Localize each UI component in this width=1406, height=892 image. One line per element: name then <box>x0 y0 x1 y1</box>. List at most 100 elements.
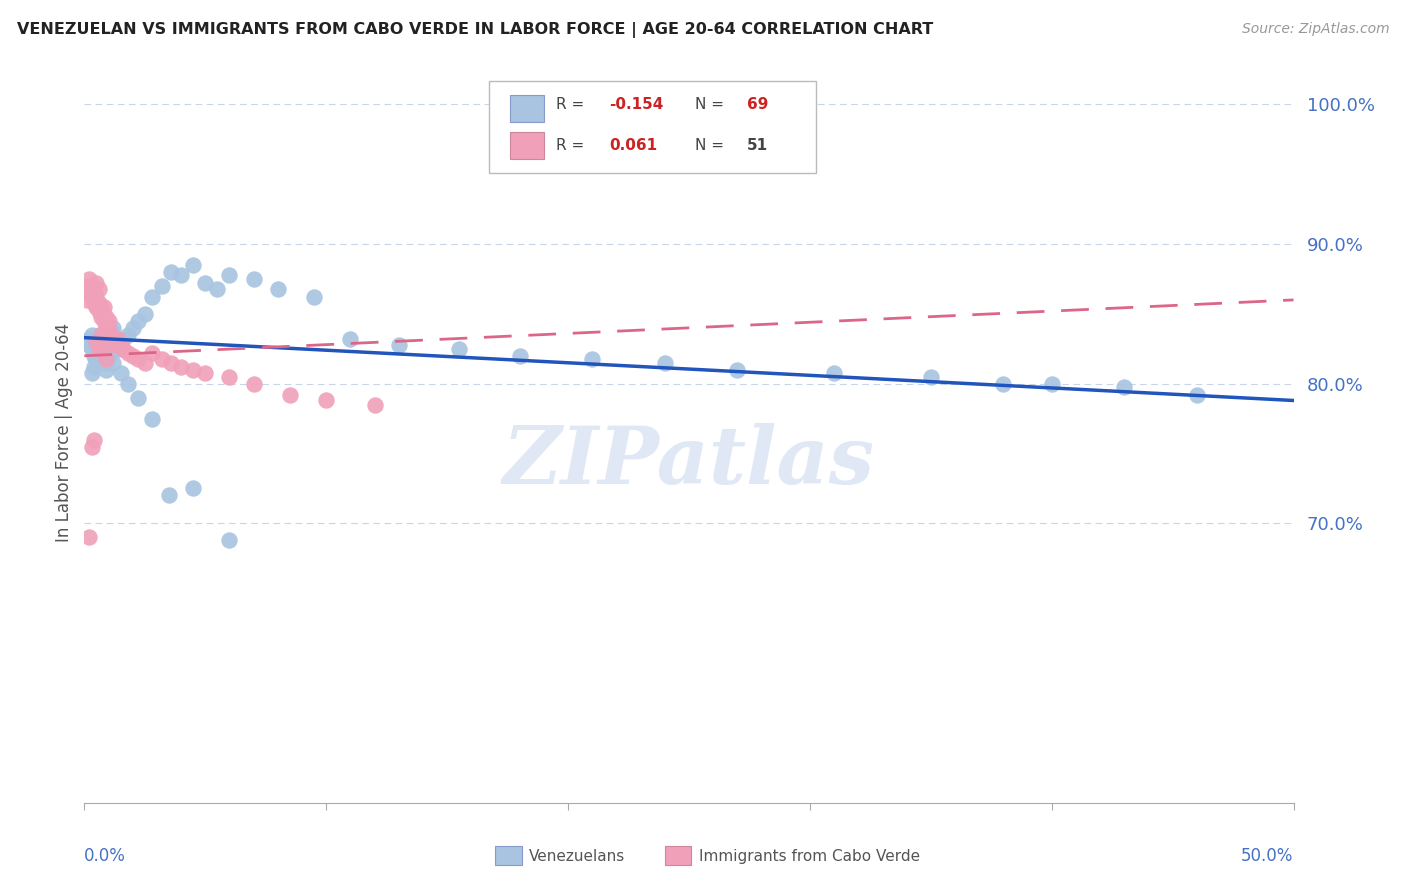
Point <box>160 356 183 370</box>
Point <box>181 482 204 496</box>
Point <box>104 337 127 351</box>
Point <box>87 327 110 342</box>
Point <box>93 300 115 314</box>
Point <box>121 349 143 363</box>
Point <box>654 356 676 370</box>
Point <box>77 272 100 286</box>
Point <box>110 337 132 351</box>
Point <box>80 440 103 454</box>
Point <box>97 327 120 342</box>
Text: ZIPatlas: ZIPatlas <box>503 424 875 501</box>
Point <box>76 334 98 349</box>
Point <box>90 300 112 314</box>
Point <box>134 356 156 370</box>
Point <box>83 337 105 351</box>
Y-axis label: In Labor Force | Age 20-64: In Labor Force | Age 20-64 <box>55 323 73 542</box>
Point <box>218 369 240 384</box>
Point <box>107 342 129 356</box>
Point <box>83 359 105 374</box>
Point <box>83 349 105 363</box>
Point <box>117 376 139 391</box>
Point <box>181 258 204 272</box>
Point <box>104 332 127 346</box>
Point <box>93 337 115 351</box>
Point <box>141 290 163 304</box>
Point <box>993 376 1015 391</box>
Point <box>77 285 100 300</box>
Point <box>86 290 108 304</box>
Point <box>80 366 103 380</box>
Point <box>170 359 193 374</box>
Text: N =: N = <box>695 97 728 112</box>
Point <box>93 351 115 366</box>
Point <box>920 369 942 384</box>
Point <box>97 349 120 363</box>
Bar <box>665 847 692 865</box>
Point <box>100 327 122 342</box>
Point <box>90 310 112 324</box>
Point <box>141 346 163 360</box>
Bar <box>510 95 544 121</box>
Point <box>218 268 240 282</box>
Point <box>90 349 112 363</box>
Text: -0.154: -0.154 <box>609 97 664 112</box>
Point <box>509 349 531 363</box>
Bar <box>510 132 544 159</box>
Text: 0.0%: 0.0% <box>84 847 127 865</box>
Text: 0.061: 0.061 <box>609 138 657 153</box>
Point <box>90 337 112 351</box>
Point <box>170 268 193 282</box>
Point <box>100 324 122 338</box>
Point <box>87 282 110 296</box>
Point <box>823 366 845 380</box>
Text: 50.0%: 50.0% <box>1241 847 1294 865</box>
Point <box>449 342 471 356</box>
Point <box>160 265 183 279</box>
Point <box>77 337 100 351</box>
Point <box>86 300 108 314</box>
Point <box>150 279 173 293</box>
Point <box>87 295 110 310</box>
Point <box>278 388 301 402</box>
Point <box>581 351 603 366</box>
FancyBboxPatch shape <box>489 81 815 173</box>
Point <box>80 279 103 293</box>
Point <box>339 332 361 346</box>
Point <box>141 411 163 425</box>
Point <box>80 327 103 342</box>
Point <box>725 363 748 377</box>
Text: Source: ZipAtlas.com: Source: ZipAtlas.com <box>1241 22 1389 37</box>
Point <box>242 272 264 286</box>
Point <box>90 327 112 342</box>
Point <box>87 342 110 356</box>
Point <box>94 356 117 370</box>
Point <box>181 363 204 377</box>
Point <box>87 334 110 349</box>
Point <box>127 314 149 328</box>
Point <box>127 391 149 405</box>
Point <box>103 356 125 370</box>
Bar <box>495 847 522 865</box>
Point <box>194 366 217 380</box>
Point <box>134 307 156 321</box>
Point <box>103 334 125 349</box>
Point <box>87 346 110 360</box>
Point <box>94 346 117 360</box>
Point <box>94 310 117 324</box>
Text: 51: 51 <box>747 138 768 153</box>
Point <box>87 304 110 318</box>
Point <box>218 533 240 548</box>
Point <box>1185 388 1208 402</box>
Point <box>83 295 105 310</box>
Point <box>77 530 100 544</box>
Point <box>110 337 132 351</box>
Point <box>1040 376 1063 391</box>
Point <box>110 366 132 380</box>
Point <box>76 293 98 307</box>
Point <box>94 321 117 335</box>
Point <box>302 290 325 304</box>
Point <box>80 290 103 304</box>
Point <box>93 342 115 356</box>
Point <box>315 393 337 408</box>
Point <box>94 363 117 377</box>
